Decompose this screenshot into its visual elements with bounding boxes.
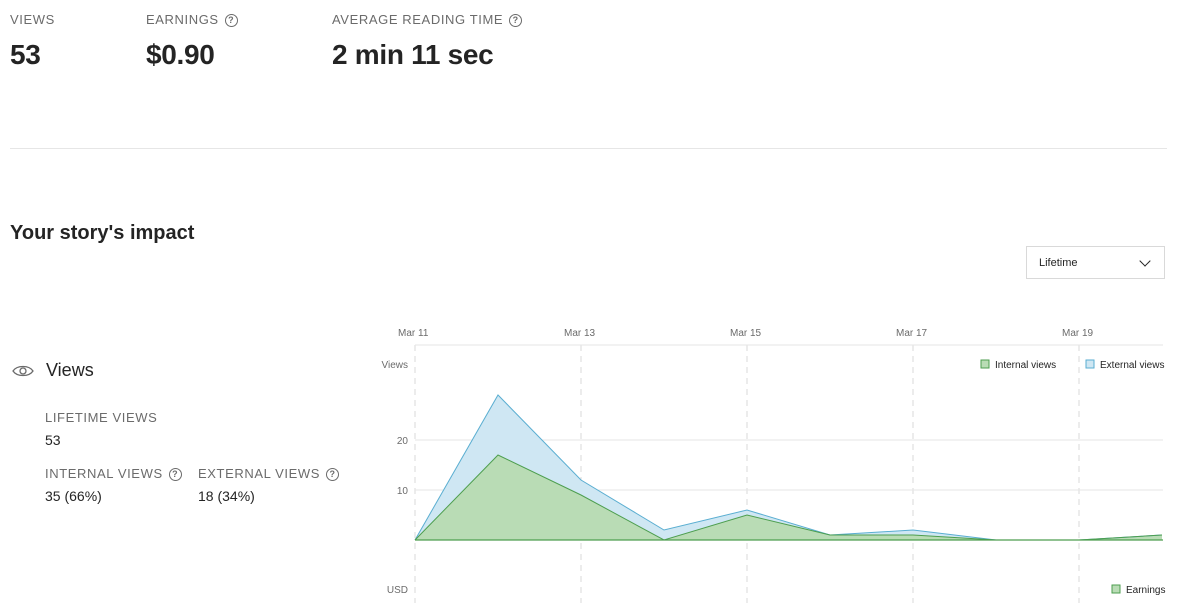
x-tick-label: Mar 19 bbox=[1062, 328, 1094, 339]
legend-label: External views bbox=[1100, 360, 1164, 371]
x-tick-label: Mar 11 bbox=[398, 328, 429, 339]
lifetime-views-label: LIFETIME VIEWS bbox=[45, 410, 157, 425]
views-stat-value: 53 bbox=[10, 39, 41, 70]
eye-icon bbox=[12, 365, 34, 376]
impact-title: Your story's impact bbox=[10, 222, 195, 244]
external-views-area bbox=[415, 395, 1162, 540]
reading-time-stat-label-text: AVERAGE READING TIME bbox=[332, 12, 504, 27]
earnings-stat: EARNINGS ? $0.90 bbox=[146, 12, 238, 71]
external-views-label-text: EXTERNAL VIEWS bbox=[198, 466, 321, 481]
views-area-chart: Mar 11 Mar 13 Mar 15 Mar 17 Mar 19 10 20 Views U… bbox=[382, 328, 1165, 603]
range-dropdown[interactable]: Lifetime bbox=[1026, 246, 1165, 279]
internal-views-value: 35 (66%) bbox=[45, 488, 102, 504]
y-tick-label: 20 bbox=[397, 436, 409, 447]
internal-views-label: INTERNAL VIEWS ? bbox=[45, 466, 182, 481]
views-panel-title: Views bbox=[46, 360, 94, 380]
x-tick-label: Mar 13 bbox=[564, 328, 596, 339]
views-panel-header: Views bbox=[12, 360, 94, 381]
range-dropdown-value: Lifetime bbox=[1039, 256, 1078, 269]
external-views-label: EXTERNAL VIEWS ? bbox=[198, 466, 340, 481]
legend-label: Internal views bbox=[995, 360, 1056, 371]
legend-swatch bbox=[980, 359, 990, 369]
section-divider bbox=[10, 148, 1167, 149]
external-views-value: 18 (34%) bbox=[198, 488, 255, 504]
y-axis-label: Views bbox=[382, 360, 409, 371]
help-icon[interactable]: ? bbox=[509, 14, 523, 27]
earnings-stat-label-text: EARNINGS bbox=[146, 12, 219, 27]
help-icon[interactable]: ? bbox=[224, 14, 238, 27]
internal-views-area bbox=[415, 455, 1162, 540]
legend-swatch bbox=[1085, 359, 1095, 369]
internal-views-label-text: INTERNAL VIEWS bbox=[45, 466, 163, 481]
views-stat-label: VIEWS bbox=[10, 12, 55, 27]
views-stat: VIEWS 53 bbox=[10, 12, 55, 71]
usd-axis-label: USD bbox=[387, 585, 408, 596]
help-icon[interactable]: ? bbox=[326, 468, 340, 481]
earnings-legend-swatch bbox=[1111, 584, 1121, 594]
reading-time-stat: AVERAGE READING TIME ? 2 min 11 sec bbox=[332, 12, 523, 71]
chevron-down-icon bbox=[1139, 254, 1151, 267]
reading-time-stat-label: AVERAGE READING TIME ? bbox=[332, 12, 523, 27]
views-stat-label-text: VIEWS bbox=[10, 12, 55, 27]
x-tick-label: Mar 17 bbox=[896, 328, 928, 339]
earnings-stat-label: EARNINGS ? bbox=[146, 12, 238, 27]
earnings-legend-label: Earnings bbox=[1126, 585, 1165, 596]
reading-time-stat-value: 2 min 11 sec bbox=[332, 39, 494, 70]
earnings-stat-value: $0.90 bbox=[146, 39, 215, 70]
y-tick-label: 10 bbox=[397, 486, 409, 497]
help-icon[interactable]: ? bbox=[168, 468, 182, 481]
lifetime-views-label-text: LIFETIME VIEWS bbox=[45, 410, 158, 425]
lifetime-views-value: 53 bbox=[45, 432, 61, 448]
x-tick-label: Mar 15 bbox=[730, 328, 762, 339]
